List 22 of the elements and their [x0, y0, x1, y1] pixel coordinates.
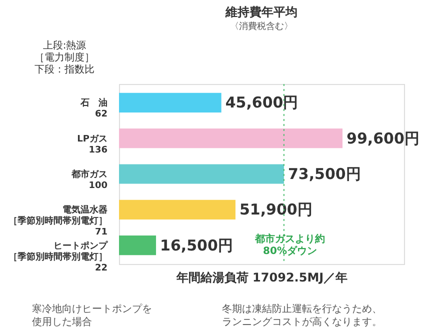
chart-subtitle: 〈消費税含む〉 — [230, 21, 293, 32]
chart-title: 維持費年平均 — [224, 5, 298, 19]
x-axis-title: 年間給湯負荷 17092.5MJ／年 — [175, 270, 348, 284]
data-label: 51,900円 — [239, 200, 312, 219]
bar — [119, 235, 156, 256]
y-axis-title: 上段:熱源［電力制度］下段：指数比 — [34, 40, 94, 76]
text: 寒冷地向けヒートポンプを使用した場合 — [32, 303, 152, 328]
annotation: 都市ガスより約80%ダウン — [254, 232, 325, 257]
data-label: 99,600円 — [346, 129, 420, 148]
data-label: 16,500円 — [160, 236, 233, 254]
bar — [119, 164, 284, 184]
y-tick-label: ヒートポンプ［季節別時間帯別電灯］22 — [8, 240, 108, 274]
y-tick-label: 石 油62 — [80, 98, 108, 120]
bar — [119, 92, 222, 113]
data-label: 73,500円 — [288, 165, 361, 183]
bar — [119, 200, 236, 220]
y-tick-label: LPガス136 — [77, 133, 108, 156]
data-label: 45,600円 — [225, 94, 298, 112]
y-tick-label: 電気温水器［季節別時間帯別電灯］71 — [8, 204, 108, 238]
text: 冬期は凍結防止運転を行なうため、ランニングコストが高くなります。 — [222, 303, 382, 328]
y-tick-label: 都市ガス100 — [70, 169, 108, 191]
bar — [119, 128, 343, 148]
